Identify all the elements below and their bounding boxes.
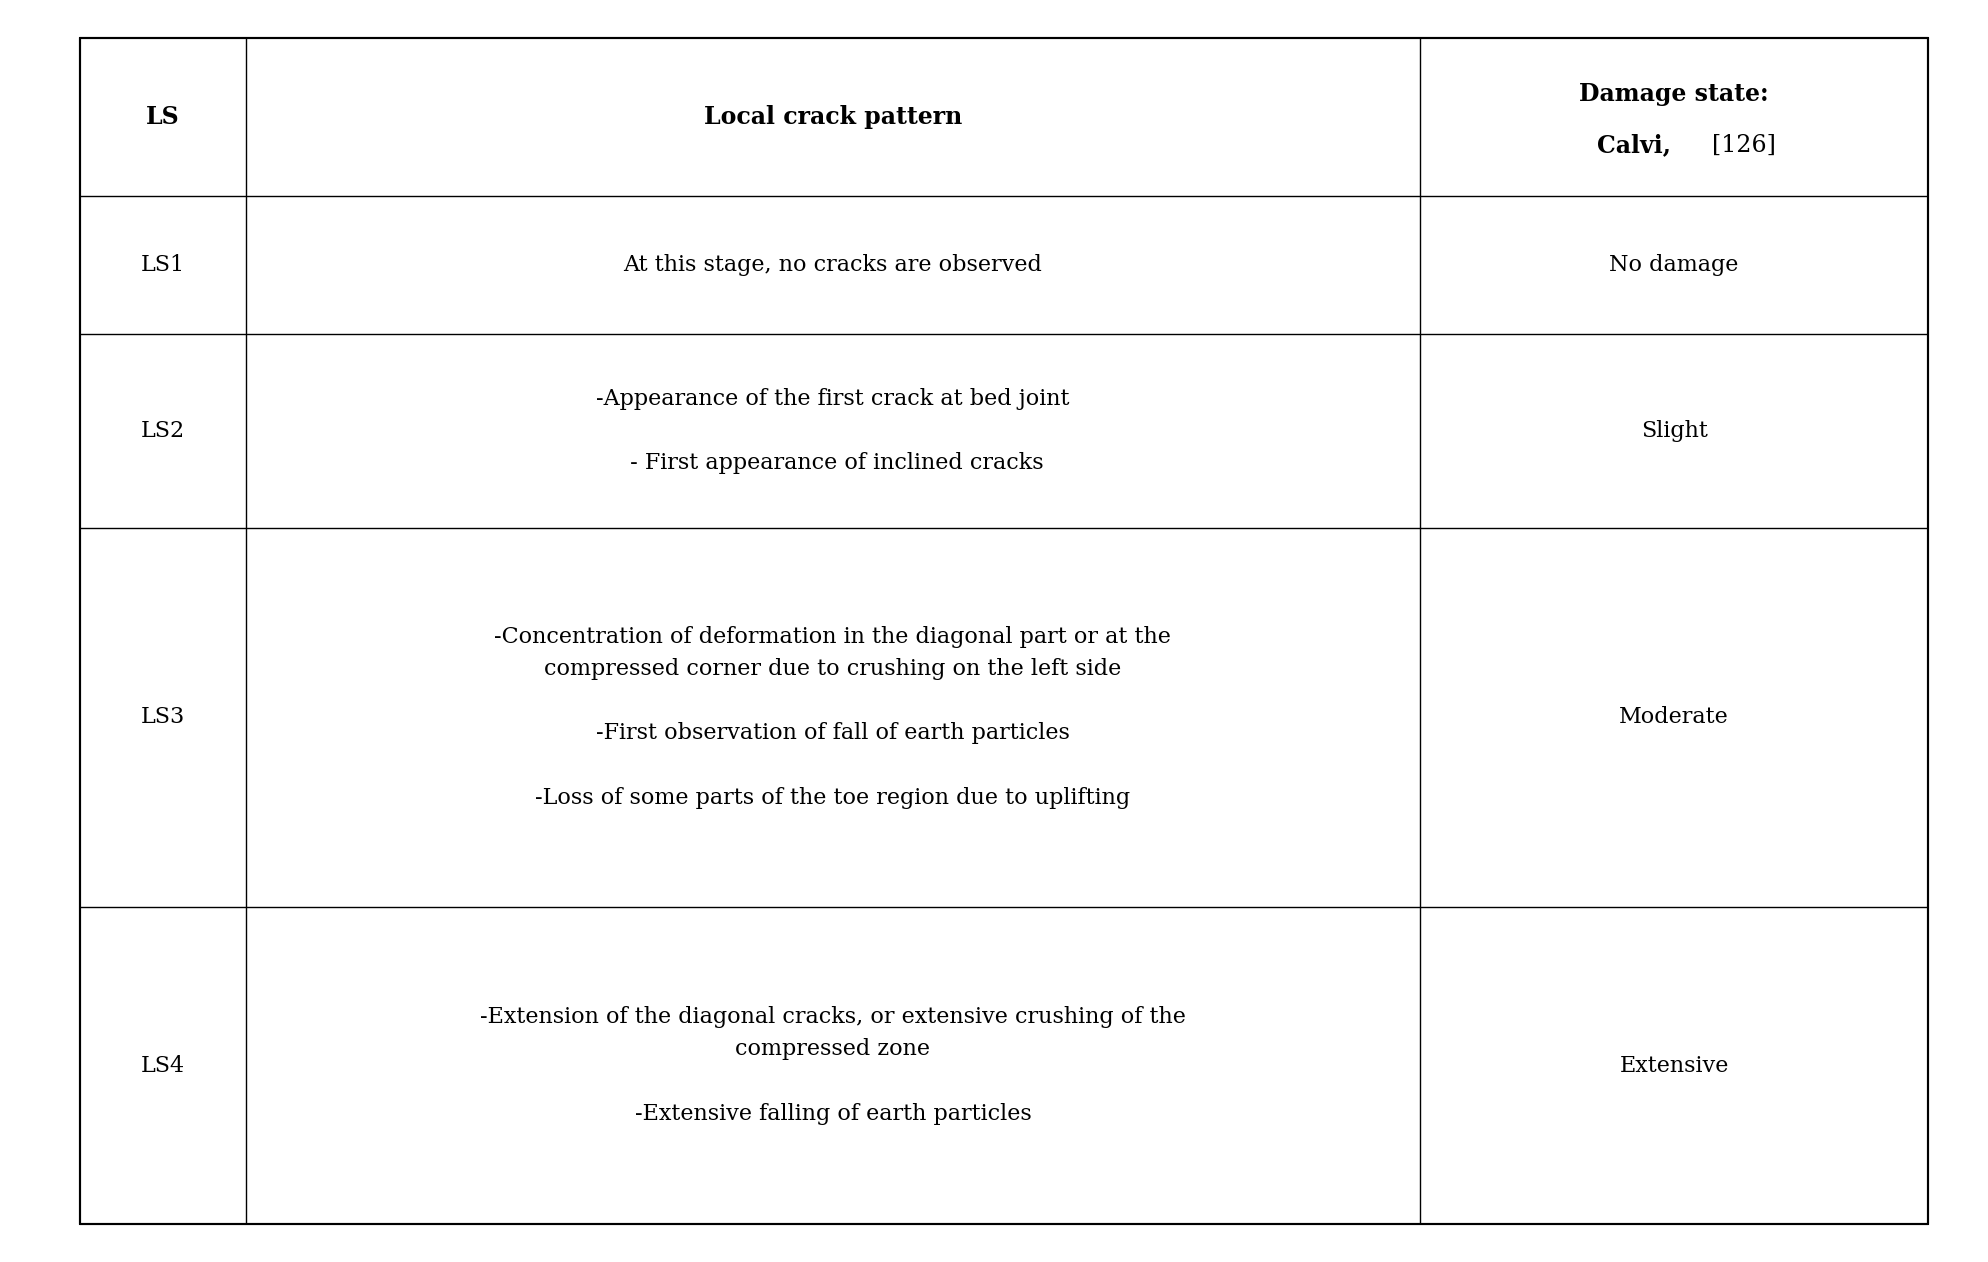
Text: Moderate: Moderate <box>1620 707 1730 728</box>
Text: Damage state:: Damage state: <box>1578 82 1769 106</box>
Text: At this stage, no cracks are observed: At this stage, no cracks are observed <box>624 255 1042 276</box>
Text: Slight: Slight <box>1640 420 1708 442</box>
Text: Local crack pattern: Local crack pattern <box>704 105 962 129</box>
Text: -Appearance of the first crack at bed joint

 - First appearance of inclined cra: -Appearance of the first crack at bed jo… <box>596 387 1070 475</box>
Text: -Extension of the diagonal cracks, or extensive crushing of the
compressed zone
: -Extension of the diagonal cracks, or ex… <box>479 1006 1187 1124</box>
Text: Calvi,: Calvi, <box>1598 133 1672 156</box>
Text: LS: LS <box>145 105 179 129</box>
Text: LS4: LS4 <box>141 1055 185 1076</box>
Text: Extensive: Extensive <box>1620 1055 1730 1076</box>
Text: LS3: LS3 <box>141 707 185 728</box>
Text: -Concentration of deformation in the diagonal part or at the
compressed corner d: -Concentration of deformation in the dia… <box>495 626 1171 809</box>
Text: [126]: [126] <box>1712 134 1775 156</box>
Text: LS2: LS2 <box>141 420 185 442</box>
Text: No damage: No damage <box>1610 255 1740 276</box>
Text: LS1: LS1 <box>141 255 185 276</box>
